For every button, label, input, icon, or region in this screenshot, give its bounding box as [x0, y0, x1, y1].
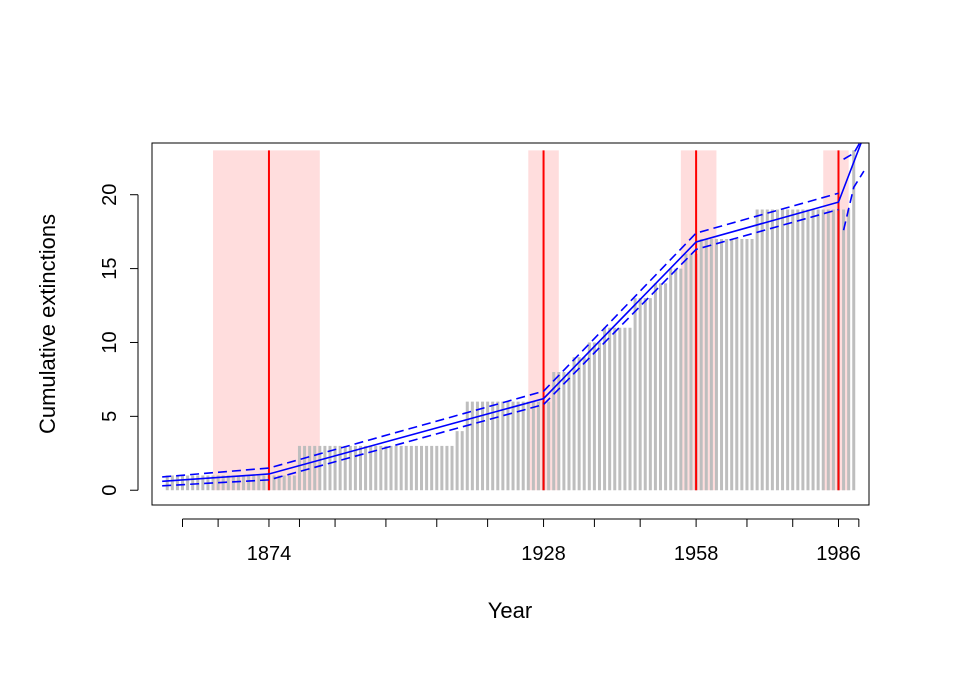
- breakpoint-band: [213, 150, 320, 491]
- bars-layer: [165, 150, 856, 491]
- y-tick-label: 5: [99, 411, 121, 422]
- x-tick-label: 1986: [816, 543, 861, 565]
- ci-lower-tail-line: [842, 170, 865, 231]
- x-tick-label: 1874: [247, 543, 292, 565]
- x-tick-label: 1928: [521, 543, 566, 565]
- y-tick-label: 0: [99, 485, 121, 496]
- plot-frame: [151, 142, 870, 506]
- y-axis-label: Cumulative extinctions: [35, 214, 60, 434]
- x-axis-label: Year: [488, 598, 532, 623]
- ci-lower-line: [162, 208, 839, 487]
- fit-layer: [162, 143, 865, 487]
- x-tick-label: 1958: [674, 543, 719, 565]
- y-tick-label: 15: [99, 257, 121, 279]
- y-axis: 0 5 10 15 20: [99, 184, 139, 496]
- x-axis: 1874 1928 1958 1986: [182, 518, 861, 565]
- ci-upper-tail-line: [843, 143, 861, 160]
- ci-upper-line: [162, 192, 839, 478]
- y-tick-label: 10: [99, 331, 121, 353]
- breakpoint-lines: [267, 150, 840, 491]
- y-tick-label: 20: [99, 184, 121, 206]
- fit-line: [162, 143, 862, 483]
